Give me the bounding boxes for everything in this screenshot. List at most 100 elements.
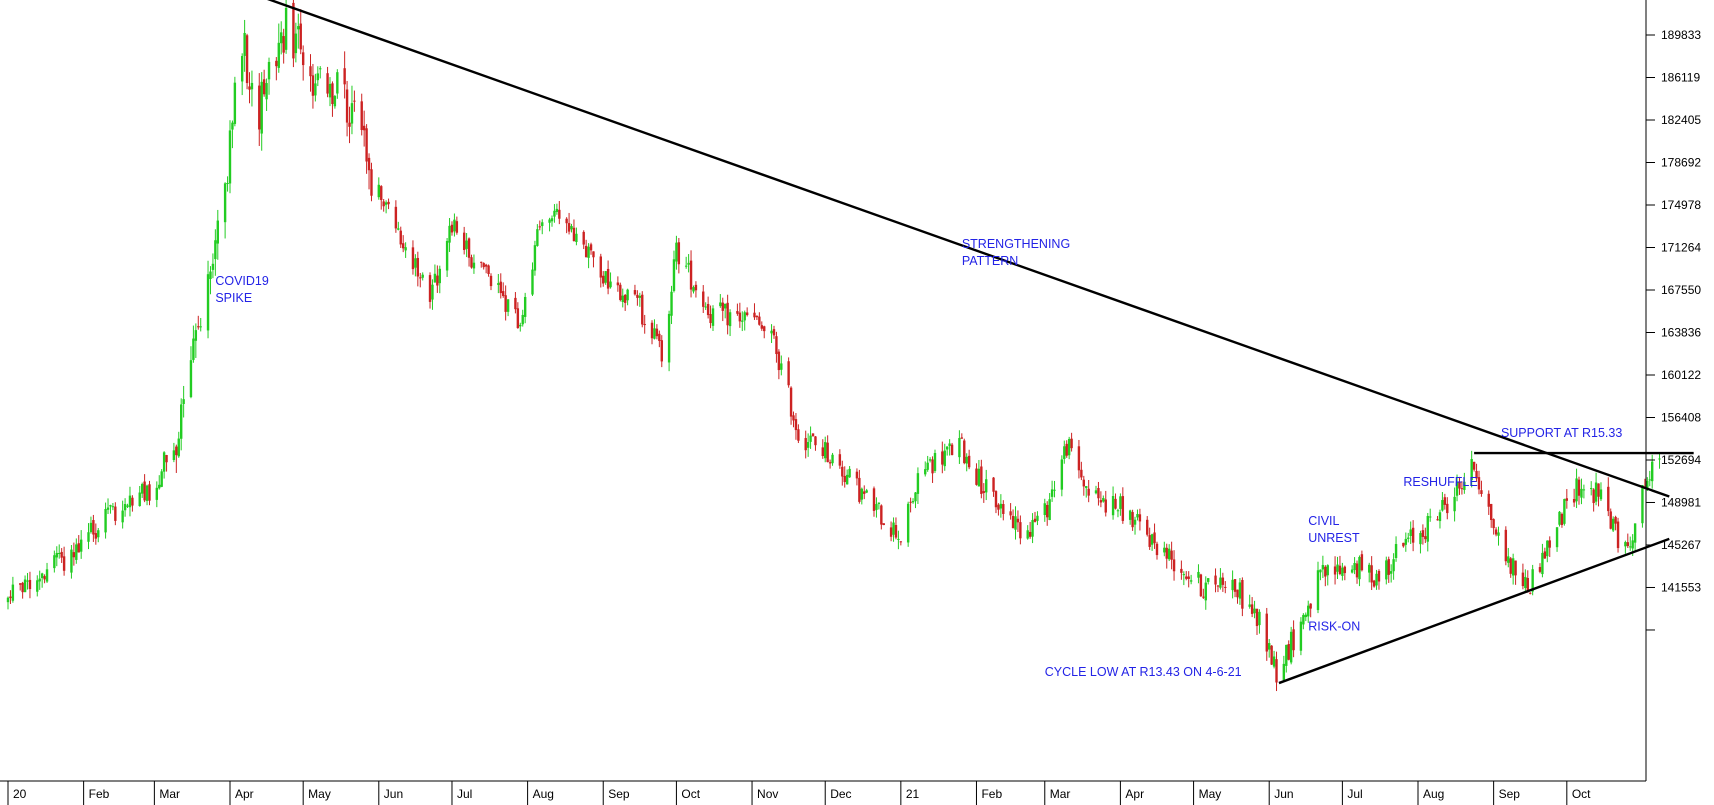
candle-body (1438, 512, 1442, 522)
trendlines (267, 0, 1694, 685)
candle-body (536, 229, 539, 246)
candle-body (284, 7, 288, 50)
candle-body (1609, 511, 1612, 529)
candle-body (889, 527, 893, 537)
candle-body (541, 222, 544, 227)
candle-body (140, 484, 144, 494)
candle-body (687, 262, 690, 265)
candle-body (36, 580, 39, 592)
x-tick-label: Aug (1423, 787, 1444, 801)
candle-body (892, 522, 895, 535)
candle-body (448, 225, 451, 243)
candle-body (965, 456, 968, 464)
candle-body (18, 583, 22, 585)
candle-body (1421, 530, 1425, 537)
candle-body (743, 312, 746, 321)
candle-body (89, 522, 93, 533)
candle-body (231, 122, 234, 130)
candle-body (465, 240, 468, 249)
candle-body (401, 243, 405, 249)
candle-body (755, 315, 759, 318)
candle-body (1031, 520, 1034, 537)
candle-body (1268, 643, 1271, 650)
candle-body (128, 495, 132, 508)
candle-body (616, 282, 620, 286)
candle-body (623, 294, 627, 303)
x-tick-label: Aug (533, 787, 554, 801)
candle-body (1555, 527, 1559, 548)
candle-body (343, 68, 346, 85)
candle-body (1082, 479, 1086, 487)
candle-body (555, 208, 559, 212)
candle-body (599, 256, 602, 278)
candle-body (380, 186, 383, 201)
candle-body (1185, 576, 1188, 579)
y-tick-label: 171264 (1661, 240, 1701, 254)
candle-body (1385, 560, 1388, 580)
candle-body (333, 96, 337, 107)
candle-body (138, 492, 141, 506)
candle-body (711, 308, 715, 326)
annotation-line: COVID19 (215, 274, 269, 288)
candle-body (1170, 550, 1173, 560)
annotation-line: RISK-ON (1308, 619, 1360, 633)
candle-body (1063, 446, 1066, 459)
candle-body (1594, 482, 1598, 502)
candle-body (197, 326, 200, 328)
candle-body (480, 261, 483, 263)
candle-body (311, 75, 315, 96)
candle-body (1265, 613, 1268, 652)
candle-body (1509, 558, 1512, 574)
candle-body (1631, 540, 1634, 549)
candle-body (1411, 527, 1415, 543)
candle-body (572, 227, 576, 242)
candle-body (121, 510, 124, 523)
annotation-line: SPIKE (215, 291, 252, 305)
candle-body (1514, 560, 1517, 576)
candle-body (1616, 521, 1620, 549)
candle-body (1529, 592, 1532, 594)
candle-body (87, 532, 90, 542)
candle-body (1394, 544, 1398, 558)
candle-body (1548, 540, 1551, 548)
candle-body (1524, 576, 1527, 589)
candle-body (1065, 443, 1068, 456)
candle-body (553, 210, 556, 217)
candle-body (565, 218, 568, 224)
candle-body (519, 324, 522, 327)
candle-body (672, 259, 676, 291)
candle-body (1321, 564, 1325, 570)
candle-body (741, 320, 744, 322)
candle-body (533, 245, 537, 271)
candle-body (277, 42, 280, 68)
candle-body (760, 325, 763, 329)
candle-body (980, 466, 983, 494)
candle-body (1426, 516, 1429, 542)
candle-body (1633, 523, 1637, 543)
candle-body (1304, 614, 1307, 618)
candle-body (1138, 514, 1142, 522)
candle-body (487, 265, 490, 275)
candle-body (826, 442, 829, 463)
candle-body (62, 556, 66, 571)
candle-body (814, 436, 817, 446)
candle-body (467, 238, 471, 258)
candle-body (1155, 543, 1159, 556)
candle-body (1250, 604, 1254, 614)
candle-body (387, 201, 390, 205)
candle-body (111, 506, 115, 508)
x-tick-label: May (1199, 787, 1222, 801)
candle-body (1302, 614, 1305, 625)
x-tick-label: Sep (1499, 787, 1521, 801)
candle-body (1443, 497, 1447, 505)
x-tick-label: Feb (981, 787, 1002, 801)
candle-body (848, 468, 851, 478)
candle-body (301, 52, 305, 66)
candle-body (1648, 479, 1651, 481)
candle-body (11, 584, 15, 601)
candle-body (1409, 529, 1412, 537)
candle-body (702, 291, 705, 307)
candle-body (1590, 488, 1593, 490)
candle-body (1048, 499, 1051, 521)
candle-body (745, 312, 749, 316)
